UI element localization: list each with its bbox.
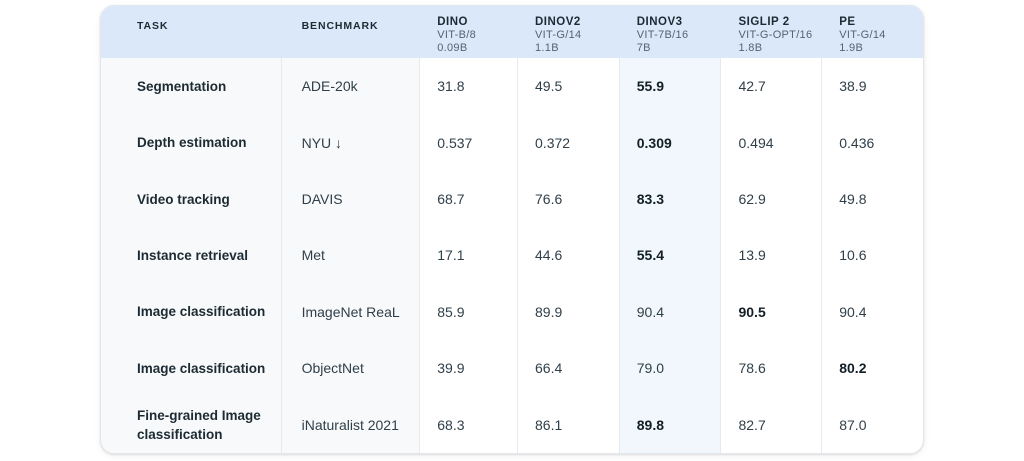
model-architecture: VIT-G/14 (839, 29, 886, 41)
column-header-dino: DINO VIT-B/8 0.09B (420, 6, 518, 58)
model-params: 0.09B (437, 42, 468, 54)
metric-value-highlighted: 0.309 (619, 114, 722, 171)
model-architecture: VIT-G-OPT/16 (738, 29, 813, 41)
metric-value-highlighted: 79.0 (619, 340, 722, 397)
metric-value: 68.7 (420, 170, 519, 228)
metric-value: 80.2 (839, 360, 867, 377)
model-params: 7B (636, 42, 651, 54)
metric-value: 49.5 (518, 58, 620, 115)
metric-value: 44.6 (518, 227, 620, 284)
model-architecture: VIT-7B/16 (636, 29, 689, 41)
task-cell: Fine-grained Image classification (101, 396, 282, 453)
model-params: 1.8B (738, 42, 763, 54)
metric-value: 0.494 (721, 114, 823, 171)
metric-value: 85.9 (420, 283, 519, 341)
table-row-segmentation: Segmentation ADE-20k 31.8 49.5 55.9 42.7… (101, 58, 923, 115)
table-row-depth-estimation: Depth estimation NYU ↓ 0.537 0.372 0.309… (101, 114, 923, 171)
benchmark-cell: NYU ↓ (281, 114, 421, 171)
model-name: DINO (437, 16, 468, 28)
model-architecture: VIT-B/8 (437, 29, 477, 41)
metric-value-highlighted: 90.4 (619, 283, 722, 341)
table-row-image-classification-objectnet: Image classification ObjectNet 39.9 66.4… (101, 340, 923, 397)
task-cell: Instance retrieval (101, 227, 282, 284)
benchmark-cell: DAVIS (281, 170, 421, 228)
model-name: SIGLIP 2 (738, 16, 790, 28)
column-header-dinov2: DINOV2 VIT-G/14 1.1B (518, 6, 620, 58)
metric-value-highlighted: 55.4 (619, 227, 722, 284)
metric-value: 10.6 (839, 247, 867, 264)
column-header-task: TASK (101, 6, 282, 58)
metric-value: 42.7 (721, 58, 823, 115)
metric-value: 0.436 (839, 134, 875, 151)
metric-value: 31.8 (420, 58, 519, 115)
model-params: 1.9B (839, 42, 864, 54)
metric-value: 86.1 (518, 396, 620, 453)
benchmark-column-label: BENCHMARK (301, 20, 379, 32)
metric-value-highlighted: 55.9 (619, 58, 722, 115)
metric-value-highlighted: 89.8 (619, 396, 722, 453)
metric-value: 90.5 (721, 283, 823, 341)
metric-value: 0.537 (420, 114, 519, 171)
table-row-instance-retrieval: Instance retrieval Met 17.1 44.6 55.4 13… (101, 227, 923, 284)
benchmark-cell: Met (281, 227, 421, 284)
metric-value-highlighted: 83.3 (619, 170, 722, 228)
model-name: DINOV2 (535, 16, 581, 28)
benchmark-cell: iNaturalist 2021 (281, 396, 421, 453)
metric-value: 87.0 (839, 416, 867, 433)
column-header-benchmark: BENCHMARK (282, 6, 421, 58)
benchmark-cell: ObjectNet (281, 340, 421, 397)
metric-value: 89.9 (518, 283, 620, 341)
task-cell: Image classification (101, 340, 282, 397)
task-cell: Depth estimation (101, 114, 282, 171)
column-header-pe: PE VIT-G/14 1.9B (822, 6, 923, 58)
table-row-video-tracking: Video tracking DAVIS 68.7 76.6 83.3 62.9… (101, 170, 923, 228)
metric-value: 68.3 (420, 396, 519, 453)
model-params: 1.1B (535, 42, 559, 54)
metric-value: 82.7 (721, 396, 823, 453)
metric-value: 0.372 (518, 114, 620, 171)
metric-value: 76.6 (518, 170, 620, 228)
table-body: Segmentation ADE-20k 31.8 49.5 55.9 42.7… (101, 58, 923, 453)
benchmark-cell: ADE-20k (281, 58, 421, 115)
column-header-dinov3: DINOV3 VIT-7B/16 7B (620, 6, 722, 58)
metric-value: 13.9 (721, 227, 823, 284)
metric-value: 39.9 (420, 340, 519, 397)
metric-value: 49.8 (839, 191, 867, 208)
model-architecture: VIT-G/14 (535, 29, 582, 41)
table-row-image-classification-real: Image classification ImageNet ReaL 85.9 … (101, 283, 923, 341)
model-name: DINOV3 (636, 16, 683, 28)
metric-value: 78.6 (721, 340, 823, 397)
task-cell: Segmentation (101, 58, 282, 115)
task-cell: Image classification (101, 283, 282, 341)
benchmark-cell: ImageNet ReaL (281, 283, 421, 341)
task-cell: Video tracking (101, 170, 282, 228)
metric-value: 17.1 (420, 227, 519, 284)
metric-value: 38.9 (839, 78, 867, 95)
model-name: PE (839, 16, 856, 28)
task-column-label: TASK (137, 20, 169, 32)
metric-value: 62.9 (721, 170, 823, 228)
column-header-siglip2: SIGLIP 2 VIT-G-OPT/16 1.8B (722, 6, 823, 58)
metric-value: 90.4 (839, 303, 867, 320)
metric-value: 66.4 (518, 340, 620, 397)
table-row-fine-grained-classification: Fine-grained Image classification iNatur… (101, 396, 923, 453)
table-header-row: TASK BENCHMARK DINO VIT-B/8 0.09B DINOV2… (101, 6, 923, 58)
benchmark-comparison-table: TASK BENCHMARK DINO VIT-B/8 0.09B DINOV2… (100, 5, 924, 454)
